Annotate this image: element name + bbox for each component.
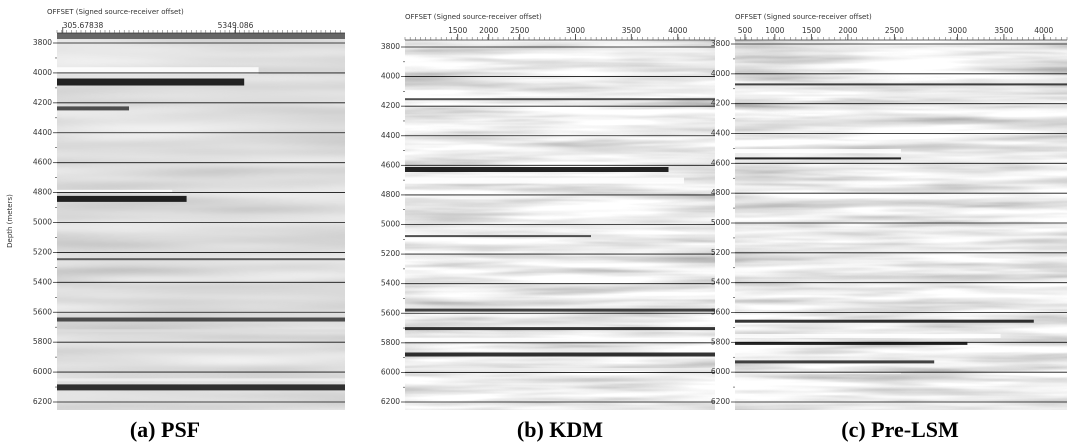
- x-tick-label: 1500: [802, 26, 821, 35]
- reflector: [57, 195, 187, 202]
- reflector: [405, 308, 715, 312]
- reflector: [57, 106, 129, 111]
- y-tick-label: 4400: [711, 129, 730, 138]
- reflector: [57, 67, 259, 75]
- y-tick-label: 4400: [381, 131, 400, 140]
- x-tick-label: 3500: [622, 26, 641, 35]
- y-tick-label: 4200: [711, 99, 730, 108]
- reflector: [57, 384, 345, 391]
- y-tick-label: 5400: [381, 279, 400, 288]
- y-tick-label: 4000: [381, 72, 400, 81]
- y-tick-label: 4800: [33, 188, 52, 197]
- y-tick-label: 3800: [711, 39, 730, 48]
- y-tick-label: 5800: [33, 337, 52, 346]
- y-tick-label: 5400: [711, 278, 730, 287]
- reflector: [735, 83, 1067, 86]
- reflector: [57, 258, 345, 261]
- y-tick-label: 5000: [33, 218, 52, 227]
- y-tick-label: 6000: [711, 367, 730, 376]
- y-tick-label: 5200: [33, 247, 52, 256]
- y-tick-label: 4400: [33, 128, 52, 137]
- x-tick-label: 4000: [1034, 26, 1053, 35]
- y-tick-label: 3800: [33, 38, 52, 47]
- y-tick-label: 5000: [711, 218, 730, 227]
- caption: (a) PSF: [130, 417, 200, 442]
- y-tick-label: 5400: [33, 277, 52, 286]
- y-tick-label: 4800: [381, 190, 400, 199]
- y-tick-label: 4800: [711, 188, 730, 197]
- reflector: [405, 327, 715, 331]
- reflector: [735, 319, 1034, 323]
- caption: (b) KDM: [517, 417, 603, 442]
- x-tick-label: 500: [738, 26, 753, 35]
- reflector: [405, 367, 715, 371]
- x-tick-label: 3000: [948, 26, 967, 35]
- y-tick-label: 4000: [33, 68, 52, 77]
- reflector: [405, 177, 684, 184]
- y-tick-label: 5600: [33, 307, 52, 316]
- y-tick-label: 5600: [711, 308, 730, 317]
- reflector: [735, 149, 901, 153]
- y-tick-label: 4600: [33, 158, 52, 167]
- reflector: [735, 372, 901, 374]
- y-axis-title: Depth (meters): [6, 194, 14, 248]
- x-tick-label: 2000: [838, 26, 857, 35]
- y-tick-label: 6000: [381, 367, 400, 376]
- y-tick-label: 5600: [381, 308, 400, 317]
- reflector: [405, 98, 715, 101]
- reflector: [735, 341, 968, 345]
- y-tick-label: 4600: [711, 158, 730, 167]
- y-tick-label: 3800: [381, 42, 400, 51]
- x-tick-label: 4000: [668, 26, 687, 35]
- seismic-background: [735, 40, 1067, 410]
- seismic-background: [405, 40, 715, 410]
- reflector: [57, 329, 345, 333]
- reflector: [405, 167, 669, 172]
- y-tick-label: 6200: [381, 397, 400, 406]
- seismic-background: [57, 33, 345, 410]
- reflector: [405, 235, 591, 238]
- reflector: [735, 360, 935, 364]
- y-tick-label: 6200: [33, 397, 52, 406]
- y-tick-label: 4200: [381, 101, 400, 110]
- x-axis-title: OFFSET (Signed source-receiver offset): [47, 8, 184, 16]
- reflector: [57, 189, 173, 193]
- x-axis-title: OFFSET (Signed source-receiver offset): [735, 13, 872, 21]
- x-tick-label: 5349.086: [218, 21, 254, 30]
- reflector: [57, 78, 245, 86]
- y-tick-label: 5200: [381, 249, 400, 258]
- reflector: [57, 378, 345, 382]
- top-strip: [57, 33, 345, 39]
- x-tick-label: 2000: [479, 26, 498, 35]
- y-tick-label: 5800: [711, 337, 730, 346]
- y-tick-label: 4200: [33, 98, 52, 107]
- reflector: [735, 334, 1001, 338]
- x-tick-label: 1000: [765, 26, 784, 35]
- caption: (c) Pre-LSM: [841, 417, 959, 442]
- x-axis-title: OFFSET (Signed source-receiver offset): [405, 13, 542, 21]
- reflector: [57, 317, 345, 322]
- reflector: [735, 94, 1067, 97]
- reflector: [405, 352, 715, 357]
- reflector: [735, 157, 901, 160]
- reflector: [405, 337, 715, 342]
- y-tick-label: 4000: [711, 69, 730, 78]
- x-tick-label: 2500: [510, 26, 529, 35]
- y-tick-label: 4600: [381, 160, 400, 169]
- y-tick-label: 5800: [381, 338, 400, 347]
- y-tick-label: 6000: [33, 367, 52, 376]
- x-tick-label: 3000: [566, 26, 585, 35]
- x-tick-label: 3500: [994, 26, 1013, 35]
- x-tick-label: 305.67838: [63, 21, 104, 30]
- y-tick-label: 6200: [711, 397, 730, 406]
- y-tick-label: 5200: [711, 248, 730, 257]
- y-tick-label: 5000: [381, 220, 400, 229]
- x-tick-label: 2500: [885, 26, 904, 35]
- x-tick-label: 1500: [448, 26, 467, 35]
